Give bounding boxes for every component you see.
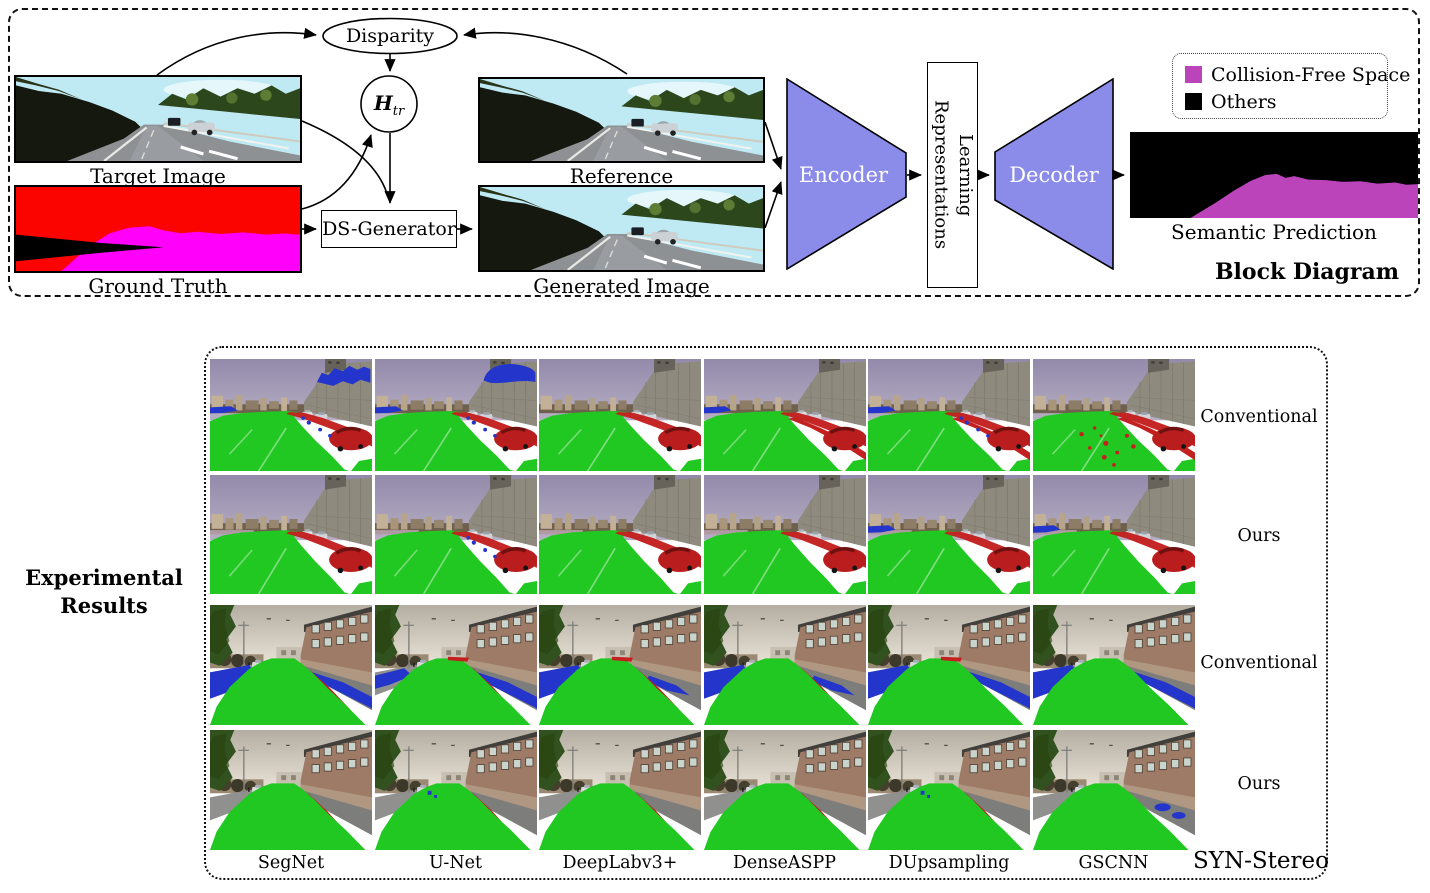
result-cell-conventional-GSCNN — [1032, 359, 1195, 471]
column-label-GSCNN: GSCNN — [1078, 853, 1149, 873]
dataset-label: SYN-Stereo — [1193, 848, 1329, 874]
result-cell-ours-DenseASPP — [703, 730, 866, 850]
learning-representations-label: Learning Representations — [928, 100, 977, 249]
block-diagram-panel — [8, 8, 1420, 297]
result-cell-ours-DUpsampling — [868, 730, 1030, 850]
result-cell-ours-DUpsampling — [868, 475, 1030, 594]
column-label-DeepLabv3+: DeepLabv3+ — [562, 853, 678, 873]
row-label-2: Conventional — [1200, 653, 1318, 673]
result-cell-ours-SegNet — [210, 730, 372, 850]
result-cell-conventional-SegNet — [210, 359, 372, 471]
row-label-0: Conventional — [1200, 407, 1318, 427]
column-label-DUpsampling: DUpsampling — [888, 853, 1010, 873]
column-label-SegNet: SegNet — [257, 853, 325, 873]
semantic-prediction-image — [1130, 132, 1418, 218]
result-cell-conventional-DUpsampling — [868, 359, 1030, 471]
result-cell-conventional-DeepLabv3+ — [539, 605, 701, 725]
decoder-node — [994, 78, 1114, 270]
legend-swatch-0 — [1185, 66, 1202, 83]
legend-label-1: Others — [1211, 90, 1277, 113]
result-cell-conventional-DenseASPP — [703, 359, 866, 471]
row-label-3: Ours — [1237, 774, 1281, 794]
column-label-U-Net: U-Net — [428, 853, 483, 873]
experimental-results-line2: Results — [60, 593, 148, 618]
target-image-caption: Target Image — [90, 164, 226, 188]
result-cell-ours-GSCNN — [1032, 730, 1195, 850]
target-image — [14, 75, 302, 163]
block-diagram-title: Block Diagram — [1214, 259, 1400, 285]
result-cell-conventional-DUpsampling — [868, 605, 1030, 725]
disparity-label: Disparity — [345, 25, 435, 47]
results-panel: SYN-Stereo Conventional Ours Conventional O… — [204, 346, 1329, 880]
legend: Collision-Free Space Others — [1172, 53, 1410, 119]
encoder-label: Encoder — [798, 163, 889, 187]
result-cell-conventional-DeepLabv3+ — [539, 359, 701, 471]
ground-truth-caption: Ground Truth — [88, 274, 228, 298]
legend-swatch-1 — [1185, 93, 1202, 110]
reference-caption: Reference — [569, 164, 674, 188]
decoder-label: Decoder — [1009, 163, 1099, 187]
column-label-DenseASPP: DenseASPP — [732, 853, 837, 873]
result-cell-conventional-U-Net — [374, 605, 537, 725]
reference-image — [478, 77, 765, 163]
ground-truth-image — [14, 185, 302, 273]
result-cell-ours-U-Net — [374, 730, 537, 850]
encoder-node — [786, 78, 907, 270]
legend-item-0: Collision-Free Space — [1185, 61, 1410, 88]
result-cell-conventional-GSCNN — [1032, 605, 1195, 725]
result-cell-ours-DeepLabv3+ — [539, 730, 701, 850]
result-cell-conventional-U-Net — [374, 359, 537, 471]
learning-representations-node: Learning Representations — [927, 62, 978, 288]
h-tr-base: H — [373, 91, 393, 115]
legend-item-1: Others — [1185, 88, 1377, 115]
row-label-1: Ours — [1237, 526, 1281, 546]
generated-image — [478, 185, 765, 272]
ds-generator-node: DS-Generator — [321, 210, 457, 248]
experimental-results-line1: Experimental — [25, 565, 183, 590]
h-tr-sub: tr — [392, 104, 405, 119]
semantic-prediction-caption: Semantic Prediction — [1171, 220, 1377, 244]
result-cell-ours-U-Net — [374, 475, 537, 594]
result-cell-ours-DeepLabv3+ — [539, 475, 701, 594]
generated-image-caption: Generated Image — [533, 274, 710, 298]
learning-line2: Representations — [930, 100, 952, 250]
result-cell-ours-SegNet — [210, 475, 372, 594]
h-tr-label: Htr — [359, 91, 419, 119]
learning-line1: Learning — [954, 133, 976, 217]
result-cell-ours-GSCNN — [1032, 475, 1195, 594]
result-cell-conventional-SegNet — [210, 605, 372, 725]
legend-label-0: Collision-Free Space — [1211, 63, 1411, 86]
result-cell-conventional-DenseASPP — [703, 605, 866, 725]
result-cell-ours-DenseASPP — [703, 475, 866, 594]
experimental-results-title: Experimental Results — [8, 564, 200, 620]
